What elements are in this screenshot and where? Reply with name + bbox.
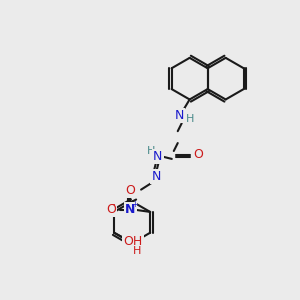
Text: N: N [153,150,163,164]
Text: H: H [147,146,155,156]
Text: +: + [131,200,138,209]
Text: H: H [133,246,141,256]
Text: O: O [194,148,203,161]
Text: OH: OH [123,235,142,248]
Text: H: H [185,114,194,124]
Text: N: N [151,170,160,183]
Text: O: O [106,203,116,216]
Text: N: N [175,109,184,122]
Text: H: H [123,186,131,196]
Text: N: N [125,203,136,216]
Text: O: O [125,184,135,196]
Text: -: - [112,199,115,209]
